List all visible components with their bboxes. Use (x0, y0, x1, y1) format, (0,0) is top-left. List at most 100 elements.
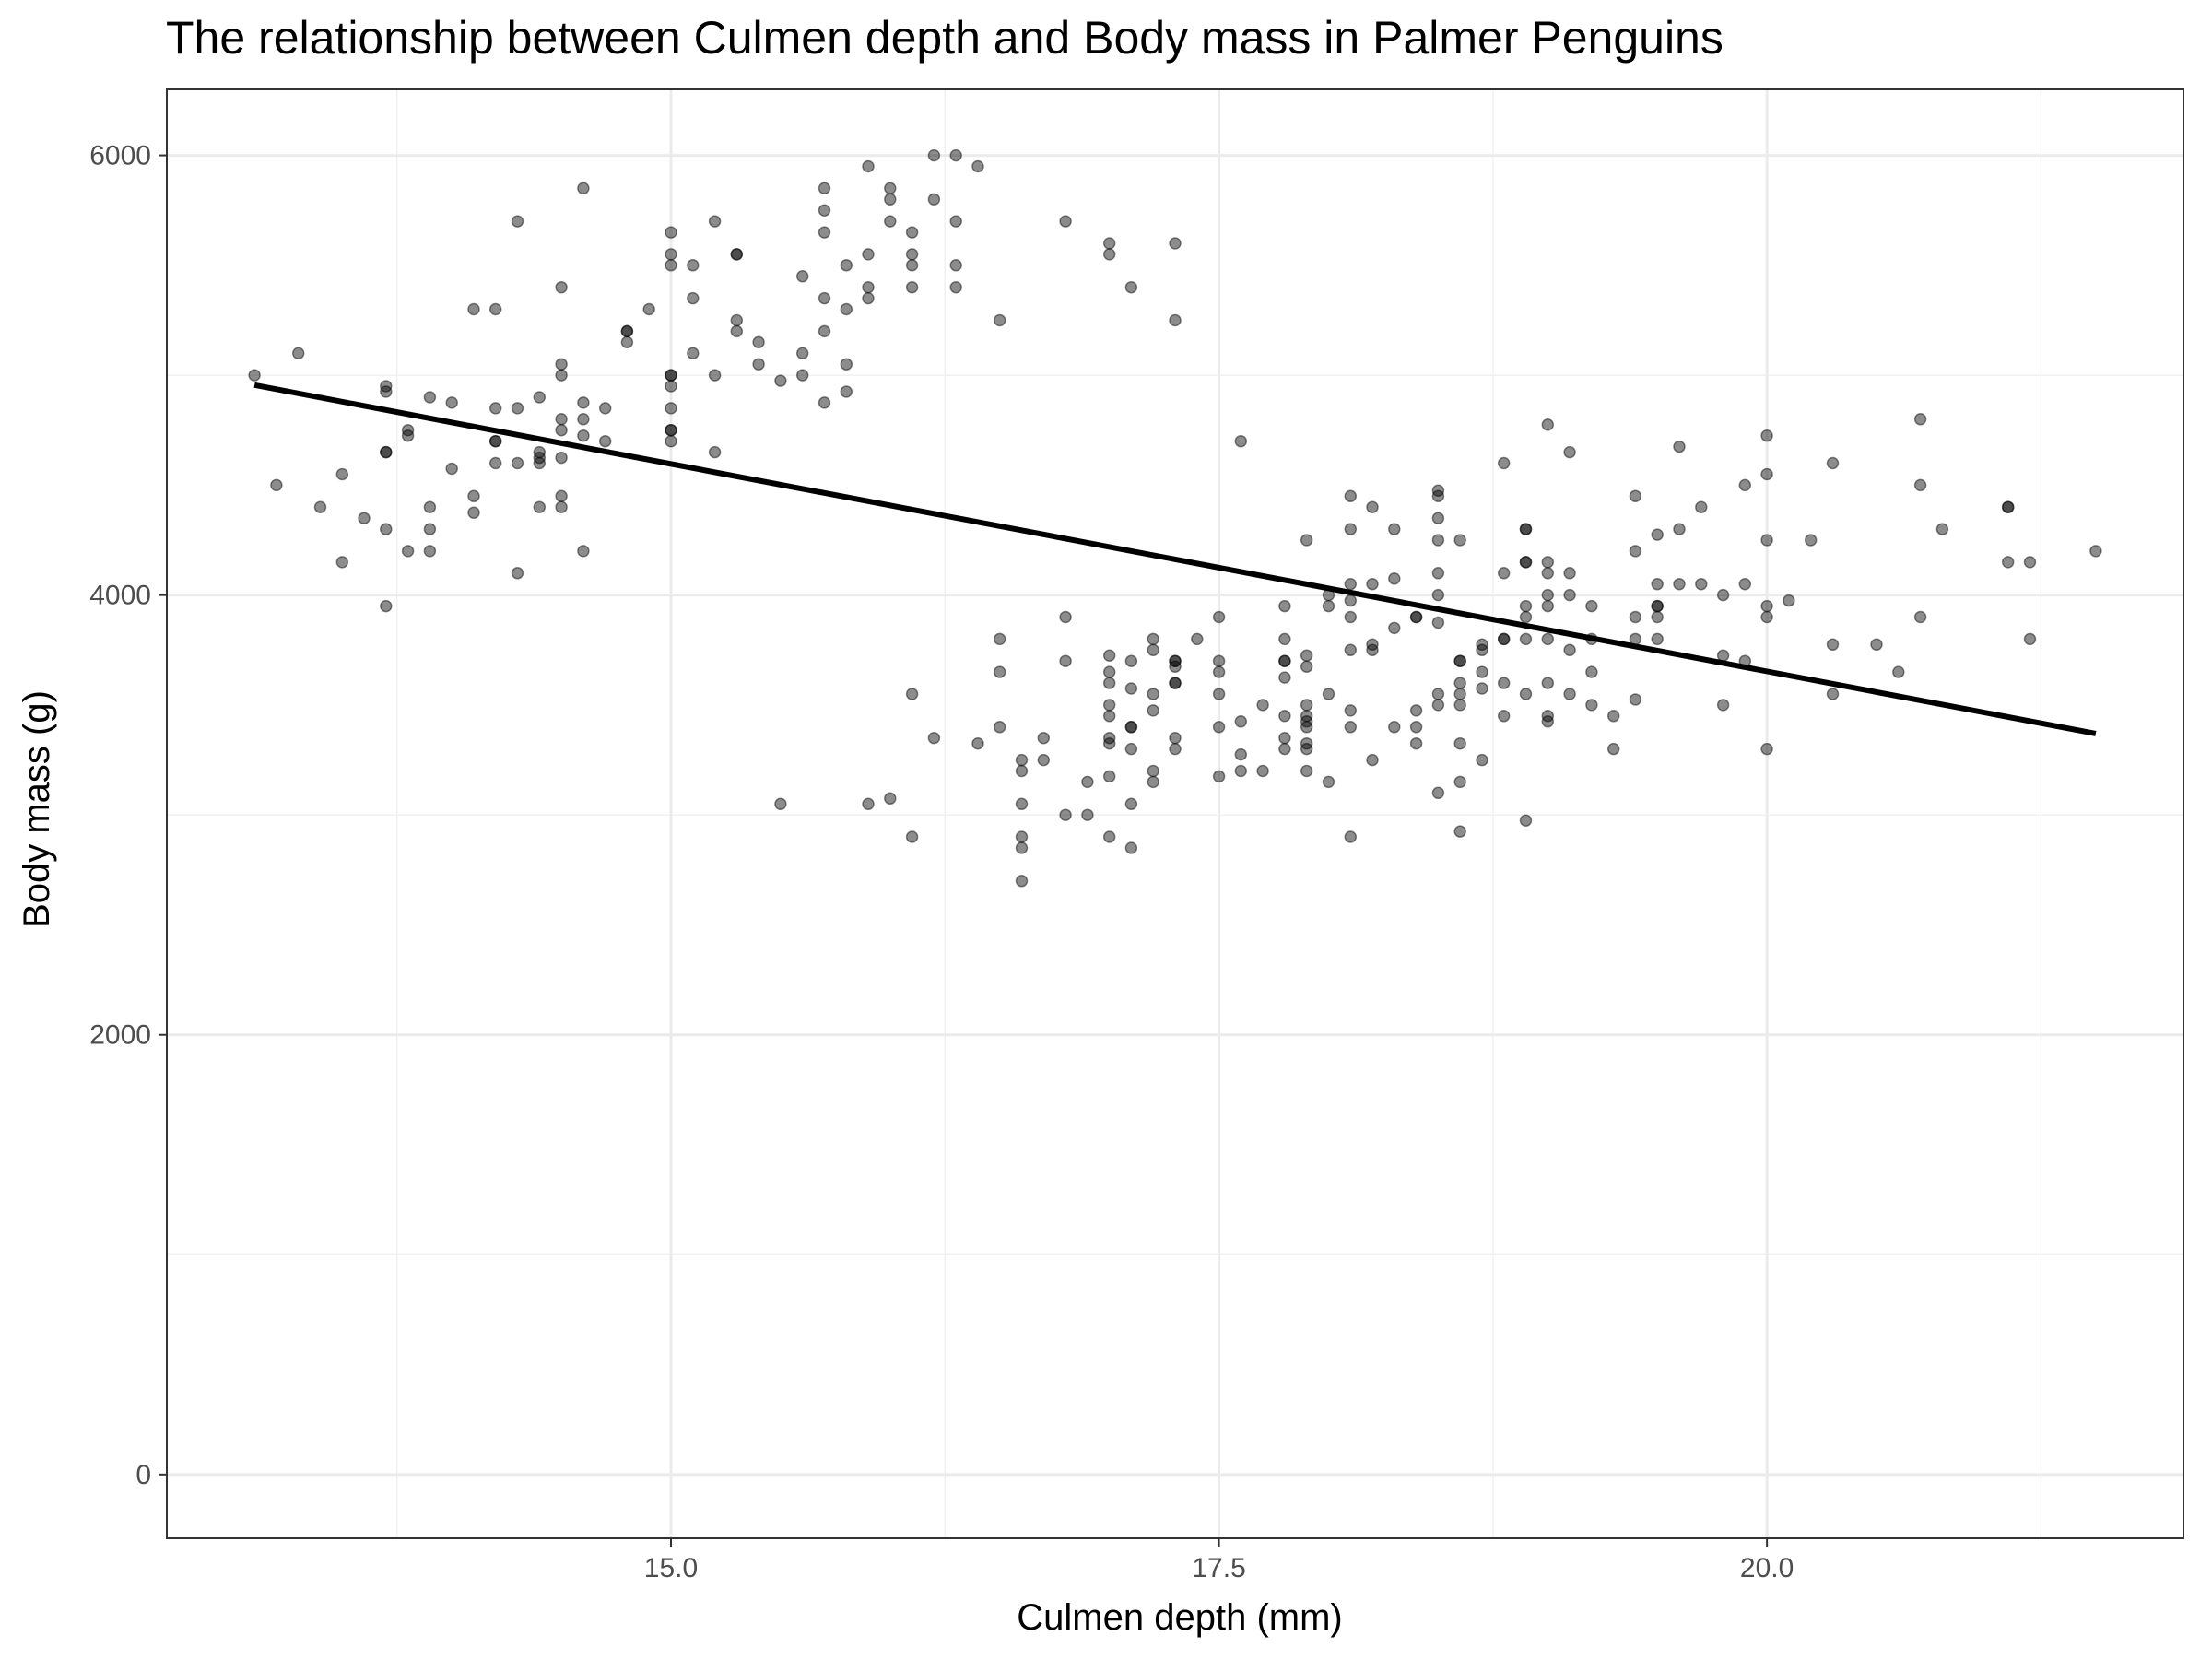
data-point (1651, 528, 1664, 541)
data-point (1519, 523, 1533, 535)
data-point (687, 347, 700, 360)
data-point (1541, 556, 1555, 569)
data-point (1015, 875, 1029, 888)
major-gridlines (167, 89, 2183, 1538)
data-point (1102, 237, 1116, 250)
data-point (620, 335, 634, 349)
data-point (949, 280, 962, 294)
data-point (248, 369, 261, 382)
data-point (1344, 523, 1358, 535)
data-point (1541, 418, 1555, 431)
data-point (1147, 704, 1159, 717)
data-point (1124, 742, 1138, 756)
data-point (1519, 814, 1533, 827)
data-point (752, 358, 765, 371)
data-point (1541, 588, 1555, 602)
data-point (2001, 500, 2015, 513)
data-point (862, 248, 875, 261)
data-point (1388, 572, 1401, 585)
y-axis-title: Body mass (g) (17, 690, 57, 928)
data-point (1826, 456, 1840, 470)
data-point (358, 512, 371, 524)
data-point (380, 445, 393, 459)
data-point (818, 396, 831, 409)
data-point (1760, 534, 1773, 547)
x-tick-label: 20.0 (1740, 1553, 1794, 1583)
data-point (1629, 489, 1642, 503)
data-point (927, 148, 941, 162)
data-point (1409, 736, 1423, 750)
data-point (840, 302, 853, 316)
data-point (862, 159, 875, 173)
data-point (1519, 610, 1533, 624)
data-point (1453, 736, 1466, 750)
data-point (1716, 649, 1730, 662)
x-tick-label: 17.5 (1192, 1553, 1245, 1583)
data-point (1476, 643, 1488, 657)
data-point (1059, 654, 1072, 667)
data-point (577, 396, 590, 409)
data-point (927, 731, 941, 745)
data-point (1300, 710, 1313, 723)
data-point (423, 523, 437, 535)
data-point (1497, 632, 1511, 646)
data-point (1453, 677, 1466, 689)
data-point (1169, 313, 1182, 327)
data-point (380, 599, 393, 613)
data-point (665, 402, 677, 415)
data-point (577, 413, 590, 426)
data-point (380, 380, 393, 393)
y-tick-label: 0 (135, 1460, 151, 1490)
data-point (993, 313, 1006, 327)
data-point (1169, 237, 1182, 250)
data-point (1124, 654, 1138, 667)
data-point (1431, 484, 1445, 498)
data-point (1278, 742, 1291, 756)
data-point (1476, 753, 1488, 767)
data-point (1826, 638, 1840, 652)
data-point (533, 456, 547, 470)
data-point (1431, 699, 1445, 712)
data-point (445, 396, 458, 409)
data-point (1716, 588, 1730, 602)
data-point (1278, 710, 1291, 723)
data-point (1300, 534, 1313, 547)
data-point (1541, 632, 1555, 646)
data-point (1124, 721, 1138, 734)
data-point (1497, 567, 1511, 580)
data-point (511, 402, 524, 415)
data-point (1541, 567, 1555, 580)
data-point (1278, 599, 1291, 613)
data-point (1870, 638, 1883, 652)
data-point (488, 402, 502, 415)
data-point (1409, 610, 1423, 624)
data-point (1169, 660, 1182, 673)
data-point (401, 423, 415, 437)
chart-title: The relationship between Culmen depth an… (166, 12, 1724, 64)
data-point (1102, 649, 1116, 662)
data-point (818, 182, 831, 195)
data-point (1651, 610, 1664, 624)
data-point (1147, 688, 1159, 700)
data-point (795, 270, 809, 283)
data-point (1497, 710, 1511, 723)
data-point (1300, 742, 1313, 756)
data-point (1256, 764, 1269, 778)
data-point (1651, 599, 1664, 613)
data-point (1102, 770, 1116, 783)
data-point (1892, 665, 1905, 678)
data-point (598, 402, 612, 415)
data-point (445, 462, 458, 476)
data-point (862, 280, 875, 294)
data-point (1234, 434, 1248, 448)
data-point (1738, 478, 1752, 492)
data-point (730, 313, 744, 327)
data-point (1015, 841, 1029, 854)
data-point (1169, 742, 1182, 756)
data-point (1673, 577, 1686, 591)
data-point (949, 148, 962, 162)
data-point (401, 545, 415, 558)
minor-gridlines (167, 89, 2183, 1538)
data-point (1322, 599, 1335, 613)
data-point (577, 545, 590, 558)
